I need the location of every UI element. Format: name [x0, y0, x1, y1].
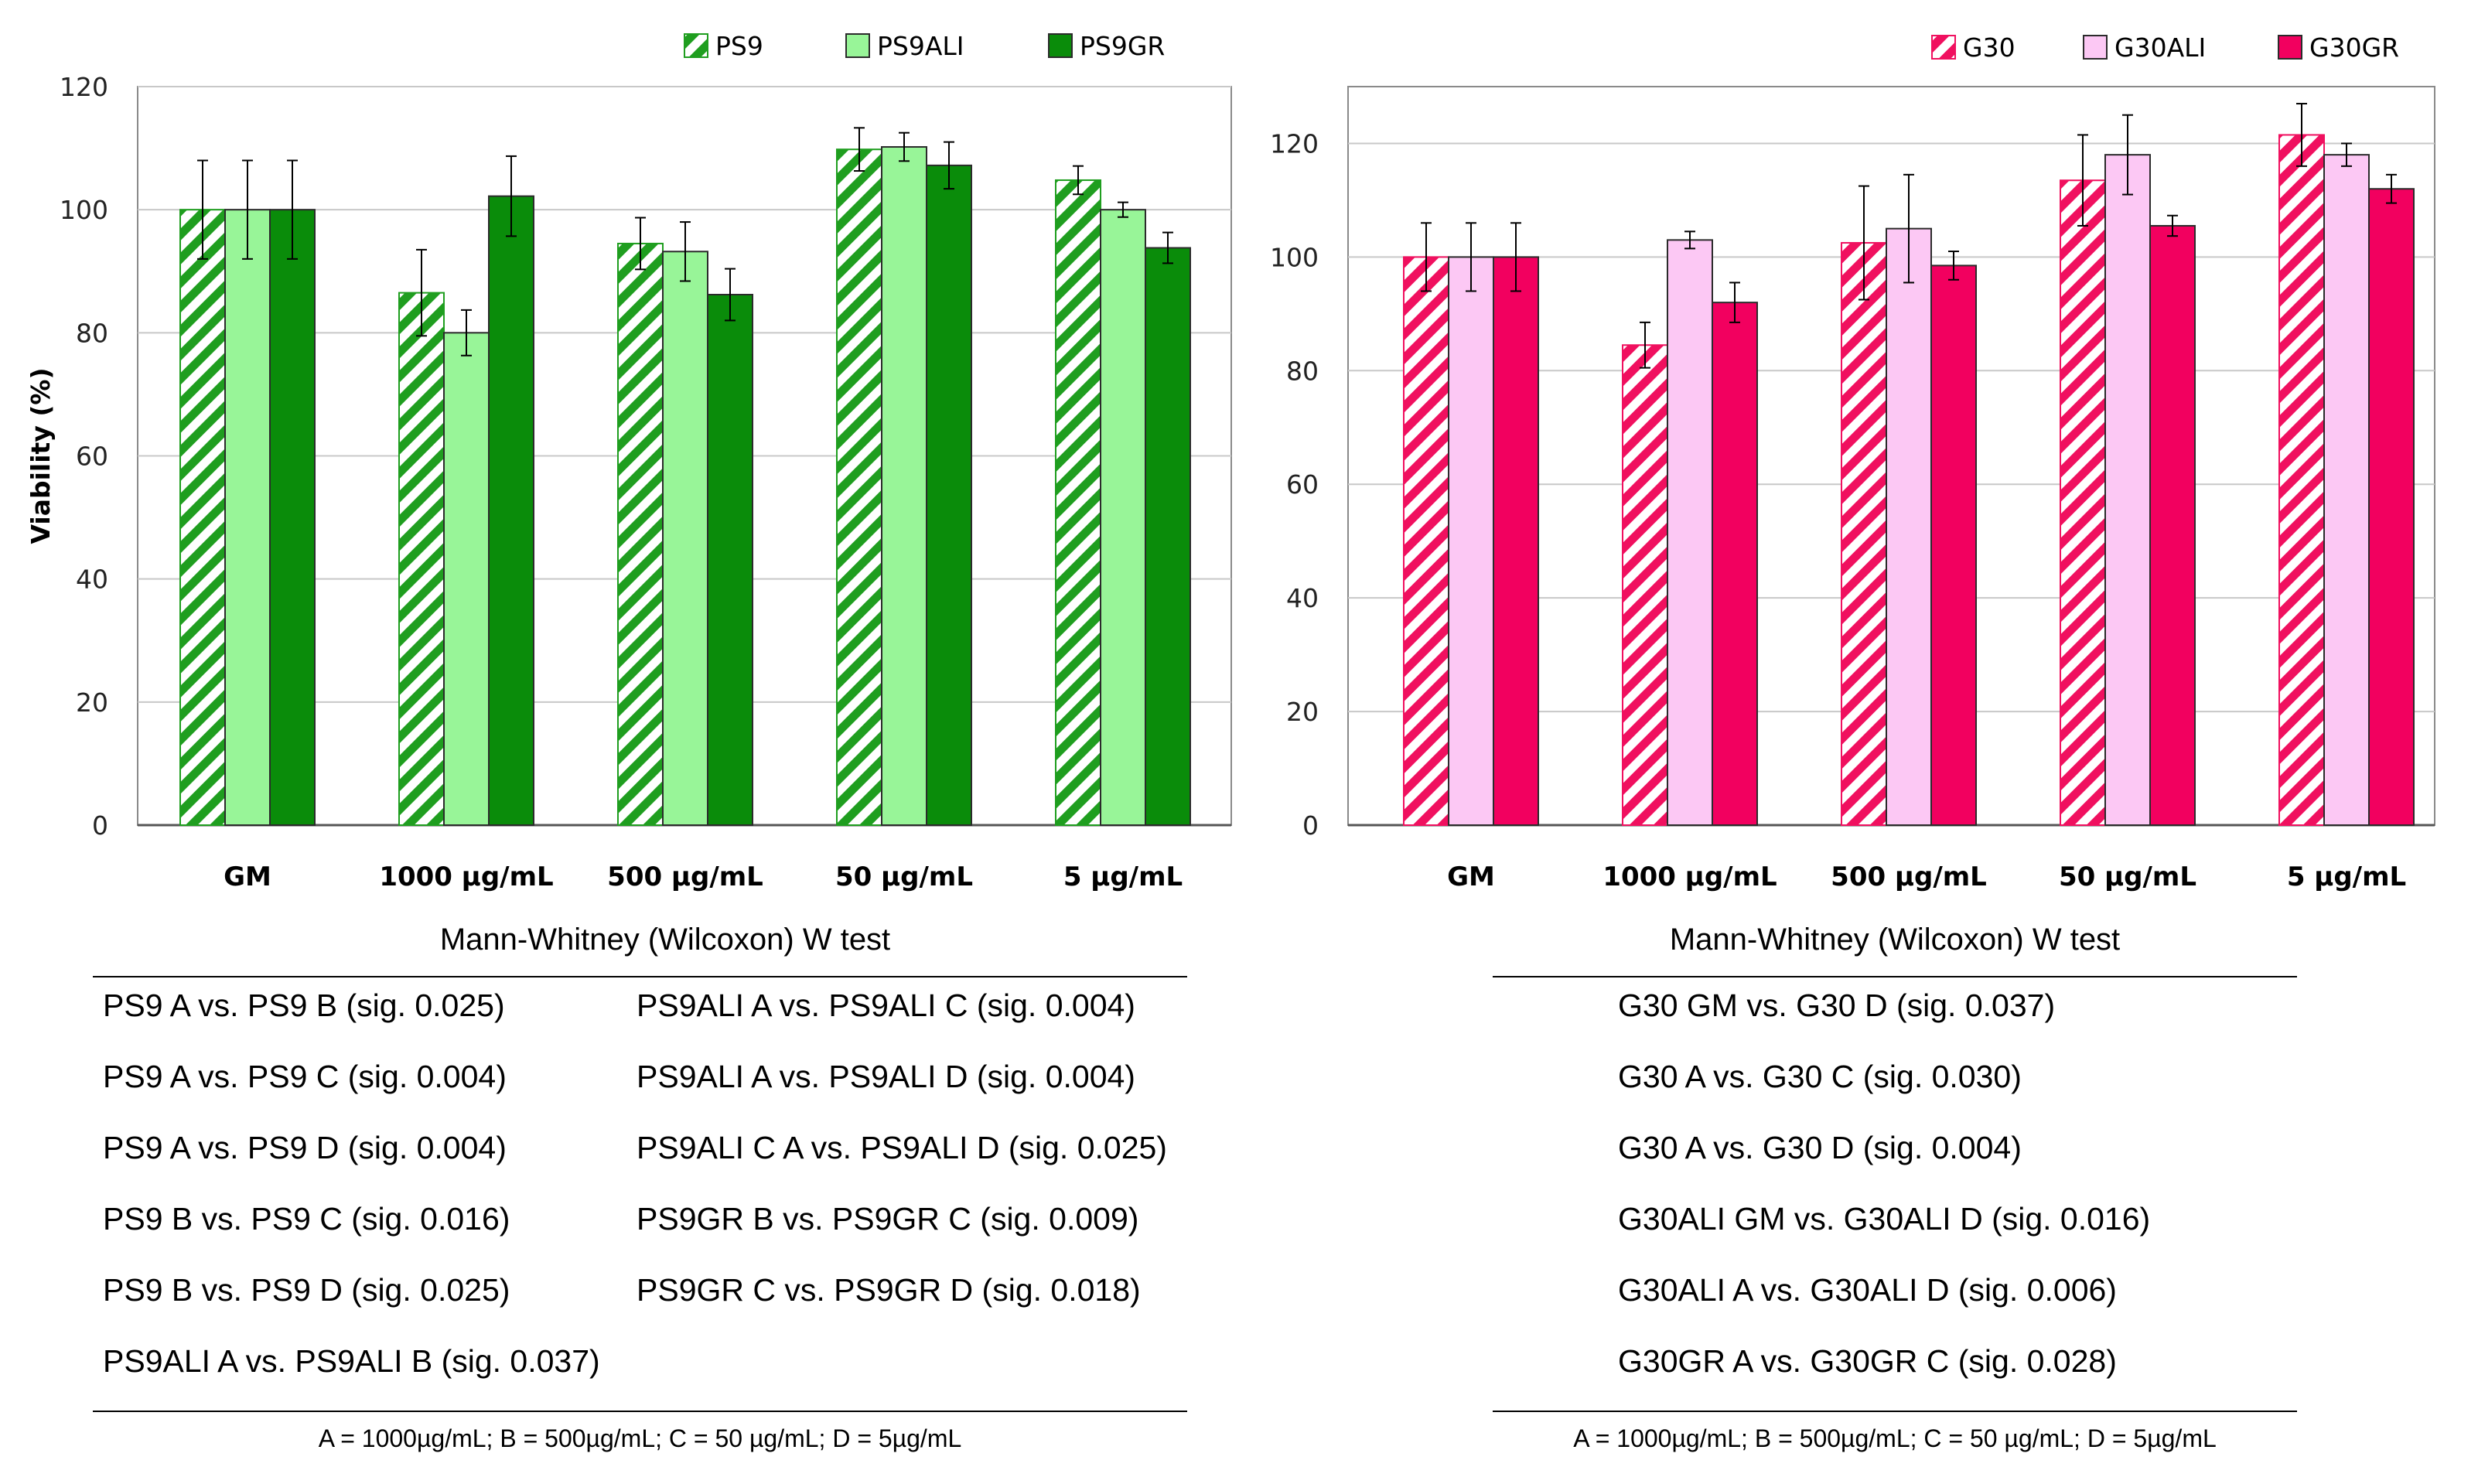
legend-swatch — [684, 33, 708, 58]
bar-g30gr-50-g-ml — [2149, 224, 2196, 826]
bar-ps9-50-g-ml — [836, 148, 882, 827]
legend-ps9gr: PS9GR — [1080, 31, 1165, 61]
bar-g30-gm — [1403, 256, 1449, 826]
left-test-title: Mann-Whitney (Wilcoxon) W test — [439, 923, 891, 957]
bar-ps9gr-5-g-ml — [1145, 247, 1191, 826]
y-tick-label: 80 — [76, 318, 108, 348]
legend-g30ali: G30ALI — [2114, 32, 2206, 63]
bar-g30gr-500-g-ml — [1930, 264, 1977, 826]
comparison-item: PS9ALI A vs. PS9ALI B (sig. 0.037) — [103, 1343, 600, 1379]
y-tick-label: 60 — [1286, 469, 1319, 500]
left-chart: 0 20 40 60 80 100 120 Viability (%) GM 1000 µg/mL… — [26, 31, 1232, 892]
y-tick-label: 20 — [1286, 697, 1319, 727]
comparison-item: PS9 B vs. PS9 C (sig. 0.016) — [103, 1201, 510, 1237]
comparison-item: PS9 A vs. PS9 D (sig. 0.004) — [103, 1130, 507, 1165]
bar-ps9ali-500-g-ml — [662, 251, 708, 826]
x-tick-label: 500 µg/mL — [1831, 861, 1987, 892]
y-tick-label: 0 — [92, 810, 108, 841]
x-tick-label: 50 µg/mL — [2059, 861, 2196, 892]
comparison-item: PS9ALI C A vs. PS9ALI D (sig. 0.025) — [637, 1130, 1167, 1165]
y-tick-label: 20 — [76, 687, 108, 718]
bar-ps9-1000-g-ml — [398, 292, 445, 826]
y-tick-label: 40 — [1286, 583, 1319, 613]
legend-swatch — [2278, 35, 2302, 60]
bar-ps9gr-500-g-ml — [707, 293, 753, 827]
comparison-item: G30GR A vs. G30GR C (sig. 0.028) — [1618, 1343, 2117, 1379]
comparison-item: G30ALI GM vs. G30ALI D (sig. 0.016) — [1618, 1201, 2151, 1237]
comparison-item: PS9 B vs. PS9 D (sig. 0.025) — [103, 1272, 510, 1308]
left-test-bottom-rule — [93, 1411, 1187, 1412]
legend-ps9ali: PS9ALI — [877, 31, 964, 61]
comparison-item: PS9GR C vs. PS9GR D (sig. 0.018) — [637, 1272, 1141, 1308]
legend-g30: G30 — [1963, 32, 2016, 63]
left-footnote: A = 1000µg/mL; B = 500µg/mL; C = 50 µg/m… — [318, 1424, 962, 1452]
bar-ps9ali-1000-g-ml — [443, 332, 490, 827]
x-tick-label: GM — [224, 861, 271, 892]
right-footnote: A = 1000µg/mL; B = 500µg/mL; C = 50 µg/m… — [1573, 1424, 2217, 1452]
comparison-item: PS9GR B vs. PS9GR C (sig. 0.009) — [637, 1201, 1139, 1237]
bar-g30ali-gm — [1448, 256, 1494, 826]
legend-ps9: PS9 — [715, 31, 763, 61]
bar-ps9ali-gm — [224, 209, 271, 826]
y-tick-label: 60 — [76, 442, 108, 472]
bar-ps9gr-1000-g-ml — [488, 195, 534, 827]
x-tick-label: 1000 µg/mL — [1603, 861, 1777, 892]
comparison-item: G30 A vs. G30 C (sig. 0.030) — [1618, 1059, 2022, 1094]
bar-g30-500-g-ml — [1841, 242, 1887, 826]
legend-swatch — [2083, 35, 2108, 60]
right-chart: 0 20 40 60 80 100 120 GM 1000 µg/mL 500 µg/mL 50 µ… — [1270, 32, 2435, 892]
y-tick-label: 40 — [76, 565, 108, 595]
y-tick-label: 120 — [1270, 128, 1319, 159]
x-tick-label: 500 µg/mL — [607, 861, 763, 892]
y-tick-label: 100 — [1270, 242, 1319, 272]
left-test-top-rule — [93, 976, 1187, 977]
comparison-item: G30 A vs. G30 D (sig. 0.004) — [1618, 1130, 2022, 1165]
comparison-item: PS9 A vs. PS9 B (sig. 0.025) — [103, 988, 505, 1023]
legend-swatch — [1931, 35, 1956, 60]
bar-g30ali-1000-g-ml — [1667, 239, 1713, 827]
bar-ps9-5-g-ml — [1055, 179, 1101, 826]
legend-swatch — [845, 33, 870, 58]
y-tick-label: 0 — [1302, 810, 1319, 841]
right-test-bottom-rule — [1493, 1411, 2297, 1412]
legend-g30gr: G30GR — [2309, 32, 2399, 63]
y-tick-label: 120 — [60, 72, 108, 102]
bar-g30ali-50-g-ml — [2104, 154, 2151, 826]
bar-g30-50-g-ml — [2060, 179, 2106, 826]
legend-swatch — [1048, 33, 1073, 58]
comparison-item: PS9ALI A vs. PS9ALI D (sig. 0.004) — [637, 1059, 1135, 1094]
bar-ps9gr-gm — [269, 209, 316, 826]
bar-g30gr-5-g-ml — [2368, 188, 2415, 826]
right-test-top-rule — [1493, 976, 2297, 977]
right-test-title: Mann-Whitney (Wilcoxon) W test — [1669, 923, 2121, 957]
comparison-item: G30ALI A vs. G30ALI D (sig. 0.006) — [1618, 1272, 2117, 1308]
x-tick-label: 5 µg/mL — [1063, 861, 1183, 892]
y-axis-label: Viability (%) — [26, 367, 56, 544]
comparison-item: PS9ALI A vs. PS9ALI C (sig. 0.004) — [637, 988, 1135, 1023]
bar-ps9ali-5-g-ml — [1100, 209, 1146, 826]
bar-g30ali-500-g-ml — [1886, 227, 1932, 826]
bar-ps9-500-g-ml — [617, 242, 664, 826]
bar-g30ali-5-g-ml — [2323, 154, 2370, 826]
bar-g30gr-1000-g-ml — [1712, 302, 1758, 826]
bar-g30-1000-g-ml — [1622, 344, 1668, 826]
comparison-item: G30 GM vs. G30 D (sig. 0.037) — [1618, 988, 2056, 1023]
bar-ps9-gm — [179, 209, 226, 826]
x-tick-label: 5 µg/mL — [2287, 861, 2406, 892]
comparison-item: PS9 A vs. PS9 C (sig. 0.004) — [103, 1059, 507, 1094]
x-tick-label: 1000 µg/mL — [379, 861, 553, 892]
bar-g30gr-gm — [1493, 256, 1539, 826]
bar-ps9gr-50-g-ml — [926, 164, 972, 827]
y-tick-label: 80 — [1286, 356, 1319, 386]
bar-ps9ali-50-g-ml — [881, 145, 927, 827]
bar-g30-5-g-ml — [2278, 134, 2325, 826]
x-tick-label: 50 µg/mL — [835, 861, 973, 892]
x-tick-label: GM — [1447, 861, 1495, 892]
y-tick-label: 100 — [60, 195, 108, 225]
